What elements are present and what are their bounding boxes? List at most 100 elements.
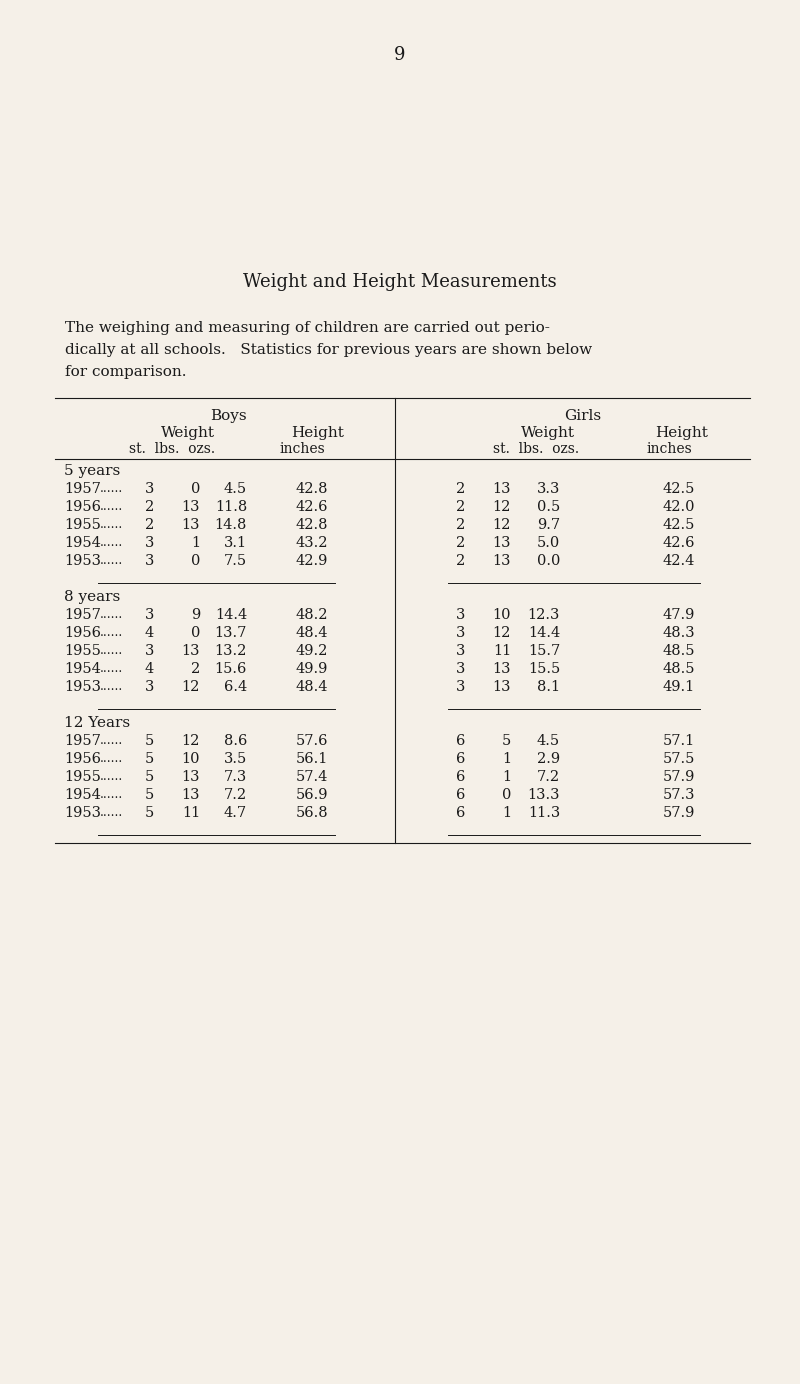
Text: 13: 13	[182, 787, 200, 801]
Text: 48.3: 48.3	[662, 626, 695, 639]
Text: 14.8: 14.8	[214, 518, 247, 531]
Text: 6: 6	[456, 787, 465, 801]
Text: 6: 6	[456, 770, 465, 783]
Text: 7.3: 7.3	[224, 770, 247, 783]
Text: 13.7: 13.7	[214, 626, 247, 639]
Text: 49.1: 49.1	[662, 680, 695, 693]
Text: Height: Height	[655, 426, 709, 440]
Text: ......: ......	[100, 645, 123, 657]
Text: inches: inches	[646, 441, 692, 455]
Text: 2: 2	[456, 482, 465, 495]
Text: 5: 5	[145, 770, 154, 783]
Text: 1: 1	[502, 752, 511, 765]
Text: 15.6: 15.6	[214, 662, 247, 675]
Text: 13: 13	[182, 644, 200, 657]
Text: 2: 2	[145, 500, 154, 513]
Text: 4: 4	[145, 626, 154, 639]
Text: 3.1: 3.1	[224, 536, 247, 549]
Text: 43.2: 43.2	[295, 536, 328, 549]
Text: 47.9: 47.9	[662, 608, 695, 621]
Text: 5.0: 5.0	[537, 536, 560, 549]
Text: 3: 3	[145, 554, 154, 567]
Text: 13: 13	[182, 518, 200, 531]
Text: 42.0: 42.0	[662, 500, 695, 513]
Text: 57.3: 57.3	[662, 787, 695, 801]
Text: 57.9: 57.9	[662, 805, 695, 819]
Text: 13: 13	[493, 536, 511, 549]
Text: 2: 2	[456, 554, 465, 567]
Text: 12: 12	[493, 500, 511, 513]
Text: 1955: 1955	[64, 770, 101, 783]
Text: 1954: 1954	[64, 662, 101, 675]
Text: 1: 1	[502, 805, 511, 819]
Text: ......: ......	[100, 789, 123, 801]
Text: 1957: 1957	[64, 482, 101, 495]
Text: ......: ......	[100, 807, 123, 819]
Text: 3: 3	[145, 644, 154, 657]
Text: Weight: Weight	[521, 426, 575, 440]
Text: 0: 0	[190, 482, 200, 495]
Text: 3.3: 3.3	[537, 482, 560, 495]
Text: 14.4: 14.4	[528, 626, 560, 639]
Text: 6: 6	[456, 752, 465, 765]
Text: 42.4: 42.4	[662, 554, 695, 567]
Text: 9.7: 9.7	[537, 518, 560, 531]
Text: 57.5: 57.5	[662, 752, 695, 765]
Text: 42.6: 42.6	[295, 500, 328, 513]
Text: 56.8: 56.8	[295, 805, 328, 819]
Text: 2: 2	[190, 662, 200, 675]
Text: ......: ......	[100, 627, 123, 639]
Text: Boys: Boys	[210, 410, 246, 424]
Text: 1955: 1955	[64, 644, 101, 657]
Text: 13: 13	[493, 680, 511, 693]
Text: 11.3: 11.3	[528, 805, 560, 819]
Text: 0.5: 0.5	[537, 500, 560, 513]
Text: 48.4: 48.4	[295, 680, 328, 693]
Text: 4: 4	[145, 662, 154, 675]
Text: 49.9: 49.9	[296, 662, 328, 675]
Text: 42.8: 42.8	[295, 518, 328, 531]
Text: 3: 3	[456, 680, 465, 693]
Text: 6.4: 6.4	[224, 680, 247, 693]
Text: ......: ......	[100, 501, 123, 513]
Text: ......: ......	[100, 609, 123, 621]
Text: 12: 12	[182, 680, 200, 693]
Text: 49.2: 49.2	[296, 644, 328, 657]
Text: 7.2: 7.2	[537, 770, 560, 783]
Text: 5 years: 5 years	[64, 464, 120, 477]
Text: 15.5: 15.5	[528, 662, 560, 675]
Text: The weighing and measuring of children are carried out perio-: The weighing and measuring of children a…	[65, 321, 550, 335]
Text: 13: 13	[182, 770, 200, 783]
Text: 2: 2	[145, 518, 154, 531]
Text: 1953: 1953	[64, 680, 101, 693]
Text: 3: 3	[456, 662, 465, 675]
Text: 12.3: 12.3	[528, 608, 560, 621]
Text: 1: 1	[502, 770, 511, 783]
Text: 3: 3	[145, 680, 154, 693]
Text: 8.6: 8.6	[224, 734, 247, 747]
Text: 5: 5	[145, 734, 154, 747]
Text: 11: 11	[182, 805, 200, 819]
Text: 2.9: 2.9	[537, 752, 560, 765]
Text: 0: 0	[190, 554, 200, 567]
Text: 13: 13	[182, 500, 200, 513]
Text: 3: 3	[145, 536, 154, 549]
Text: st.  lbs.  ozs.: st. lbs. ozs.	[493, 441, 579, 455]
Text: 57.9: 57.9	[662, 770, 695, 783]
Text: 7.2: 7.2	[224, 787, 247, 801]
Text: 0.0: 0.0	[537, 554, 560, 567]
Text: 57.6: 57.6	[295, 734, 328, 747]
Text: 9: 9	[190, 608, 200, 621]
Text: 1953: 1953	[64, 805, 101, 819]
Text: 8 years: 8 years	[64, 590, 120, 603]
Text: 4.5: 4.5	[224, 482, 247, 495]
Text: 42.5: 42.5	[662, 518, 695, 531]
Text: 3: 3	[456, 626, 465, 639]
Text: 56.1: 56.1	[296, 752, 328, 765]
Text: 12: 12	[493, 518, 511, 531]
Text: 15.7: 15.7	[528, 644, 560, 657]
Text: 13.2: 13.2	[214, 644, 247, 657]
Text: 10: 10	[182, 752, 200, 765]
Text: Weight and Height Measurements: Weight and Height Measurements	[243, 273, 557, 291]
Text: 5: 5	[145, 805, 154, 819]
